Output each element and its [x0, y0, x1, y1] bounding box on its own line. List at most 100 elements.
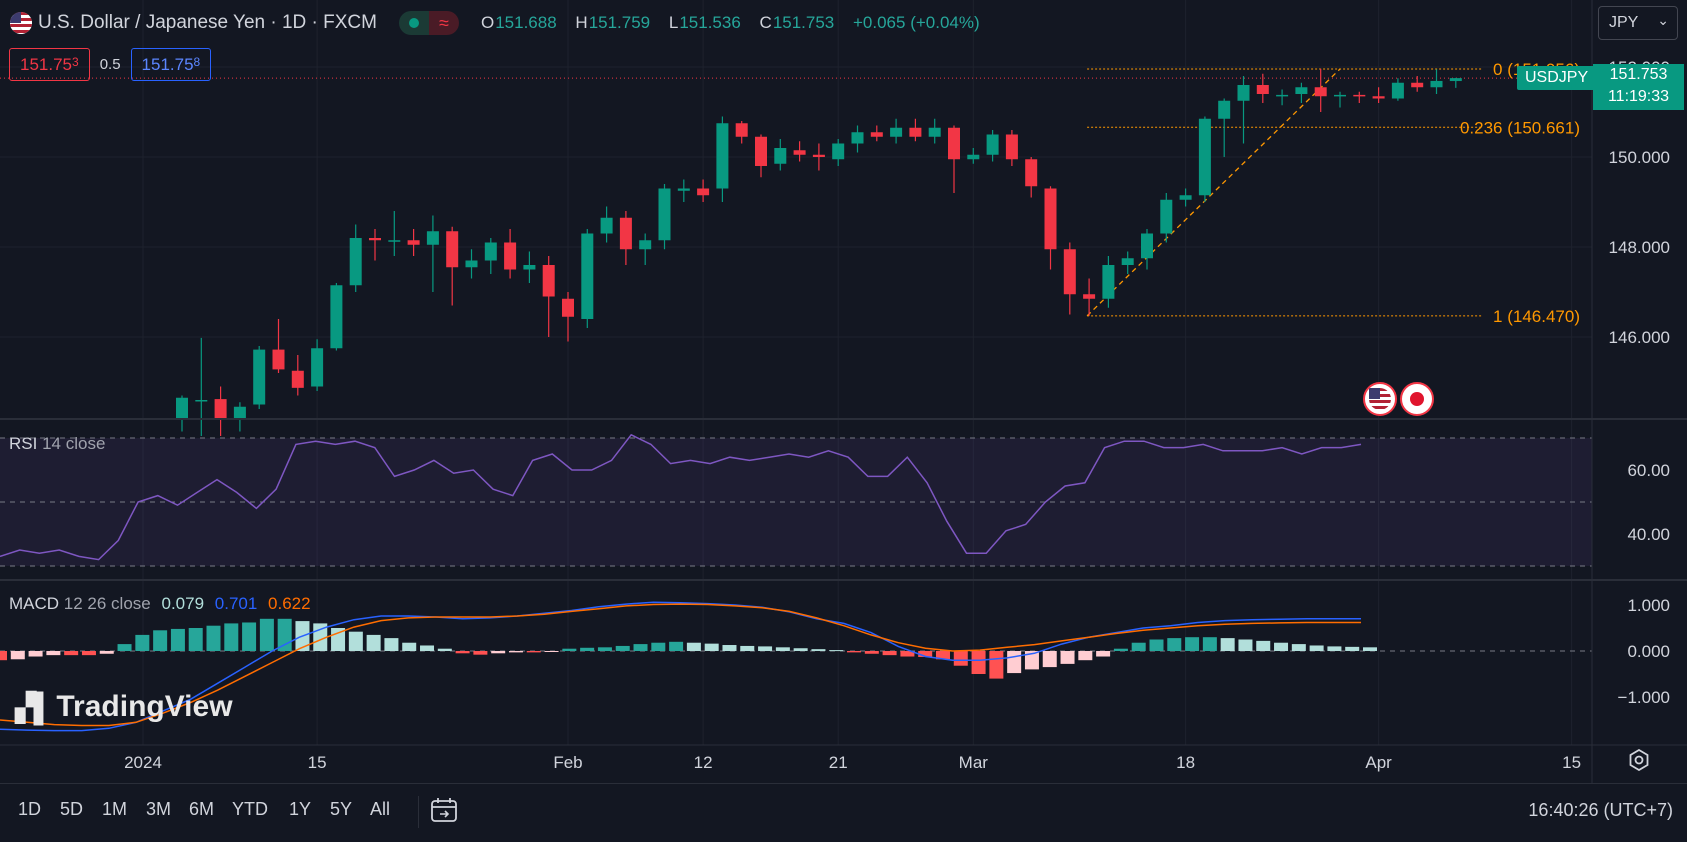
candle-body [1005, 134, 1018, 160]
candle-body [1256, 85, 1269, 94]
candle-body [1218, 100, 1231, 119]
rsi-legend[interactable]: RSI 14 close [9, 434, 105, 454]
macd-hist-bar [153, 630, 168, 651]
macd-hist-bar [544, 651, 559, 652]
sell-pip: 3 [72, 54, 79, 69]
candle [716, 116, 729, 202]
sell-button[interactable]: 151.75 3 [9, 48, 90, 81]
rsi-name: RSI [9, 434, 38, 453]
candle [407, 229, 420, 256]
macd-hist-bar [651, 642, 666, 651]
timeframe-button-all[interactable]: All [370, 799, 391, 819]
macd-hist-bar [989, 651, 1004, 679]
macd-hist-bar [597, 647, 612, 651]
candle-body [330, 285, 343, 349]
macd-hist-bar [508, 651, 523, 653]
us-event-icon[interactable] [1363, 382, 1397, 416]
timeframe-button-6m[interactable]: 6M [189, 799, 215, 819]
buy-button[interactable]: 151.75 8 [130, 48, 212, 81]
candle [697, 179, 710, 202]
macd-hist-bar [704, 643, 719, 651]
currency-select[interactable]: JPY ⌄ [1598, 6, 1678, 40]
tradingview-logo[interactable]: ▞▌ TradingView [15, 690, 233, 724]
last-price-value: 151.753 [1609, 66, 1668, 83]
candle-body [928, 127, 941, 137]
candle [1391, 78, 1404, 101]
bar-countdown: 11:19:33 [1607, 88, 1670, 105]
rsi-axis-label: 60.00 [1627, 461, 1670, 480]
candle-body [1025, 159, 1038, 187]
calendar-goto-icon[interactable] [430, 796, 458, 824]
candle-body [1276, 94, 1289, 97]
timeframe-button-ytd[interactable]: YTD [232, 799, 268, 819]
candle-body [774, 148, 787, 164]
currency-label: JPY [1609, 14, 1639, 31]
candle [1160, 193, 1173, 243]
timeframe-button-1d[interactable]: 1D [18, 799, 42, 819]
symbol-title[interactable]: U.S. Dollar / Japanese Yen · 1D · FXCM [38, 12, 377, 33]
timeframe-button-1y[interactable]: 1Y [289, 799, 312, 819]
candle-body [755, 136, 767, 166]
macd-hist-value: 0.079 [161, 594, 205, 613]
status-dot-icon[interactable] [398, 11, 429, 35]
macd-legend[interactable]: MACD 12 26 close 0.079 0.701 0.622 [9, 594, 311, 614]
macd-hist-bar [277, 618, 292, 651]
timeframe-button-5y[interactable]: 5Y [330, 799, 353, 819]
candle [1083, 278, 1096, 316]
candle-body [465, 260, 478, 268]
candle [581, 229, 594, 328]
candle [1237, 76, 1250, 144]
candle [1005, 130, 1018, 166]
wave-icon[interactable]: ≈ [428, 11, 459, 35]
x-axis-label: 21 [829, 753, 848, 772]
macd-hist-bar [1113, 648, 1128, 651]
candle-body [600, 217, 613, 234]
sell-price: 151.75 [20, 54, 72, 74]
settings-icon[interactable] [1628, 748, 1650, 772]
rsi-axis-label: 40.00 [1627, 525, 1670, 544]
macd-hist-bar [402, 642, 417, 651]
candle-body [870, 132, 883, 137]
candle [1430, 69, 1443, 94]
candle-body [1198, 118, 1211, 196]
candle-body [426, 231, 439, 245]
candle-body [369, 238, 381, 241]
macd-hist-bar [1024, 651, 1039, 670]
price-axis-label: 146.000 [1609, 328, 1670, 347]
macd-hist-bar [28, 651, 43, 657]
timeframe-button-1m[interactable]: 1M [102, 799, 128, 819]
macd-params: 12 26 close [63, 594, 151, 613]
candle-body [890, 127, 903, 137]
low-value: 151.536 [679, 13, 741, 32]
candle [639, 233, 652, 265]
candle [967, 148, 980, 164]
macd-hist-bar [900, 651, 915, 657]
macd-signal-value: 0.622 [268, 594, 311, 613]
buy-pip: 8 [193, 54, 201, 69]
timeframe-button-3m[interactable]: 3M [146, 799, 172, 819]
candle [1314, 68, 1327, 112]
macd-hist-bar [793, 648, 808, 651]
market-status[interactable]: ≈ [398, 11, 459, 35]
candle [1044, 186, 1057, 270]
macd-hist-bar [455, 651, 470, 654]
candle [388, 211, 401, 256]
candle [233, 402, 246, 432]
trade-panel: 151.75 3 0.5 151.75 8 [9, 48, 212, 81]
macd-line [0, 601, 1361, 732]
macd-hist-bar [1167, 638, 1182, 651]
candle [272, 319, 285, 373]
candle-body [504, 242, 517, 270]
timezone-clock[interactable]: 16:40:26 (UTC+7) [1528, 800, 1673, 820]
candle-body [388, 240, 401, 242]
candle [890, 118, 903, 144]
candle-body [658, 188, 671, 241]
macd-hist-bar [971, 651, 986, 674]
timeframe-button-5d[interactable]: 5D [60, 799, 84, 819]
macd-hist-bar [722, 645, 737, 651]
macd-hist-bar [224, 623, 239, 651]
open-label: O [480, 13, 495, 32]
jp-event-icon[interactable] [1400, 382, 1434, 416]
x-axis-label: Feb [553, 753, 582, 772]
